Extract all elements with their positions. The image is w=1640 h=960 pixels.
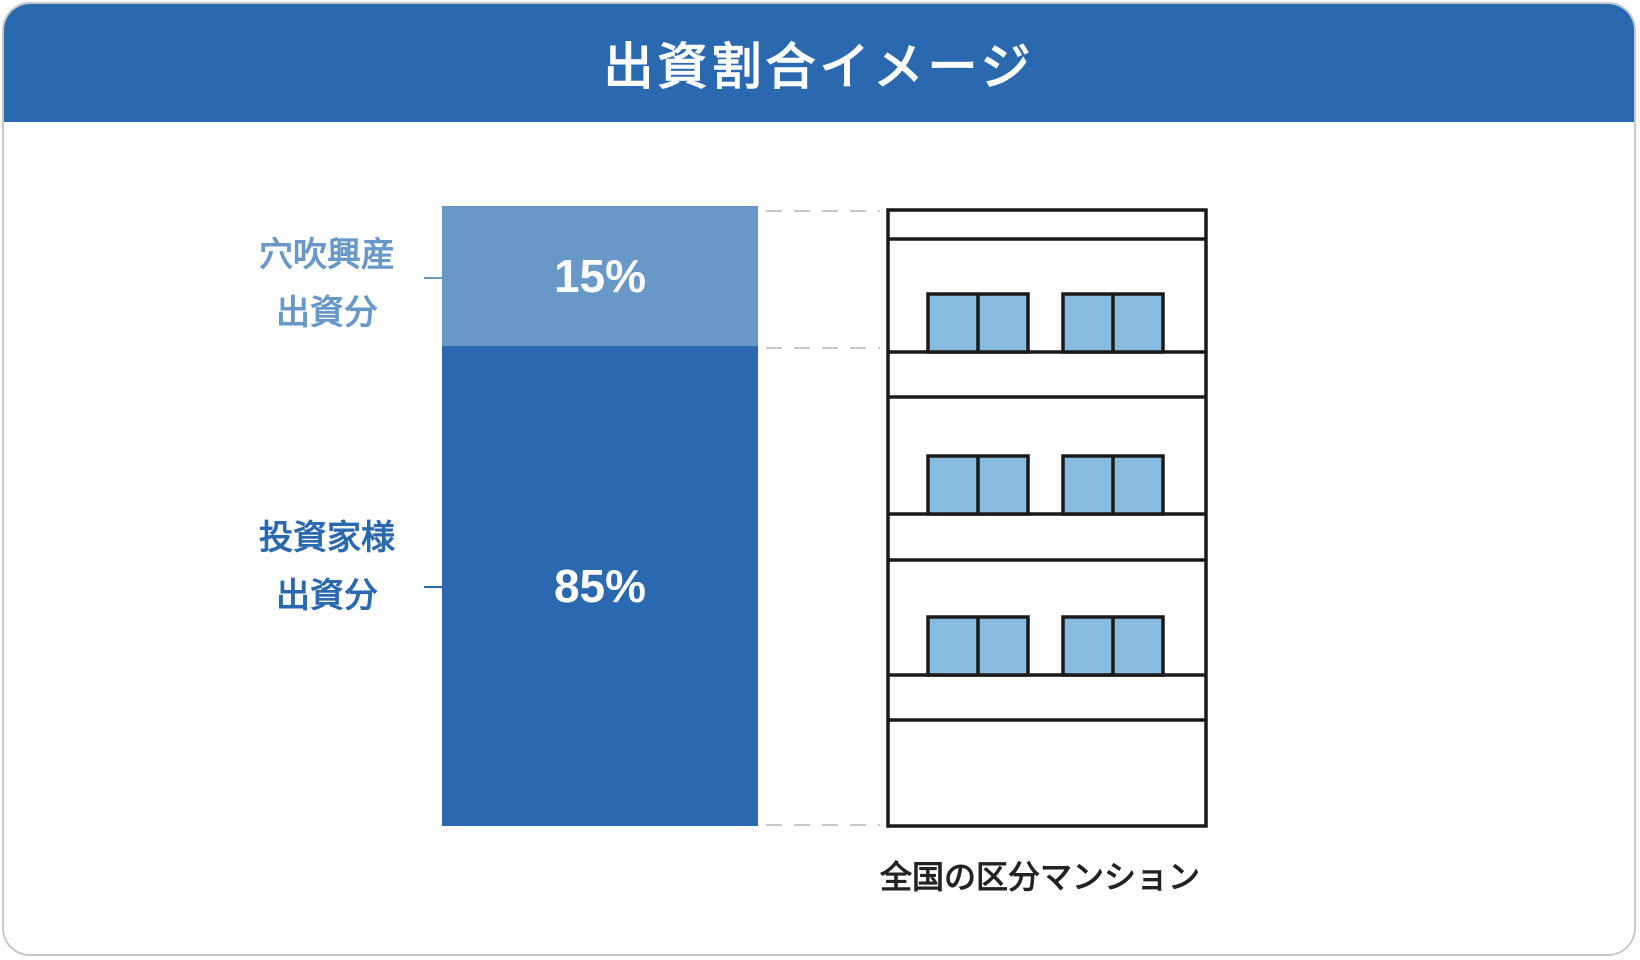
investor-share-label-line1: 投資家様 (259, 518, 395, 558)
window-floor2-left (926, 454, 1030, 516)
anabuki-share-tick (424, 277, 444, 279)
anabuki-share-percent: 15% (553, 250, 647, 302)
building-windows (926, 292, 1165, 677)
window-floor3-left (926, 615, 1030, 677)
anabuki-share-label-line2: 出資分 (276, 293, 378, 333)
investor-share-segment: 85% (442, 346, 758, 826)
investor-share-label: 投資家様 出資分 (232, 509, 422, 625)
building-caption: 全国の区分マンション (879, 858, 1200, 896)
page-title: 出資割合イメージ (603, 38, 1035, 96)
dashed-guide-lines (766, 210, 880, 826)
header-bar: 出資割合イメージ (4, 4, 1634, 122)
window-floor2-right (1061, 454, 1165, 516)
anabuki-share-label: 穴吹興産 出資分 (232, 226, 422, 342)
investor-share-tick (424, 586, 444, 588)
anabuki-share-segment: 15% (442, 206, 758, 346)
investor-share-percent: 85% (553, 560, 647, 612)
window-floor3-right (1061, 615, 1165, 677)
anabuki-share-label-line1: 穴吹興産 (259, 235, 395, 275)
window-floor1-left (926, 292, 1030, 354)
window-floor1-right (1061, 292, 1165, 354)
investor-share-label-line2: 出資分 (276, 576, 378, 616)
